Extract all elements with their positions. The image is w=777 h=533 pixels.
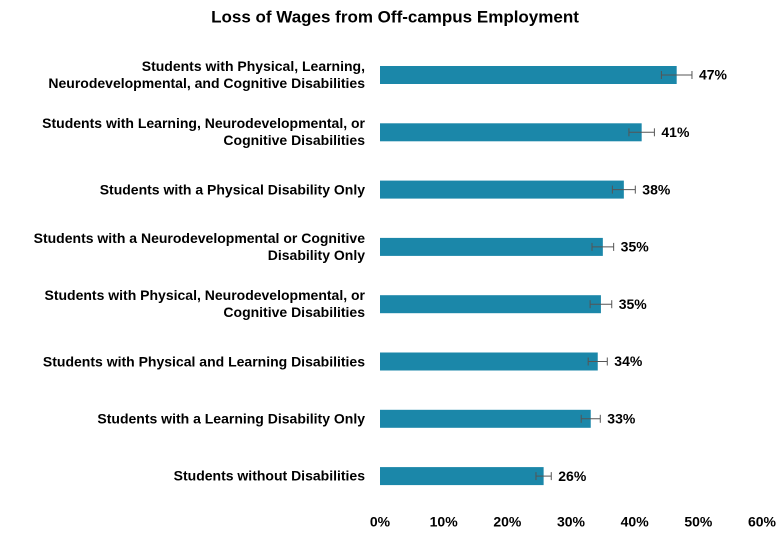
y-tick-label: Students without Disabilities	[173, 467, 365, 484]
data-label: 47%	[699, 67, 728, 83]
data-label: 35%	[619, 296, 648, 312]
x-tick-label: 50%	[684, 514, 713, 530]
bar	[380, 180, 624, 199]
data-label: 35%	[621, 239, 650, 255]
data-label: 38%	[642, 181, 671, 197]
bar	[380, 66, 677, 84]
y-tick-label: Students with Physical, Neurodevelopment…	[44, 287, 365, 321]
data-label: 34%	[614, 353, 643, 369]
x-tick-label: 20%	[493, 514, 522, 530]
y-tick-label: Students with a Learning Disability Only	[97, 410, 365, 427]
x-tick-label: 40%	[621, 514, 650, 530]
y-tick-label: Students with Learning, Neurodevelopment…	[42, 115, 365, 149]
x-tick-label: 30%	[557, 514, 586, 530]
x-tick-label: 60%	[748, 514, 777, 530]
y-tick-label: Students with Physical, Learning, Neurod…	[48, 58, 365, 91]
x-tick-label: 0%	[370, 514, 391, 530]
data-label: 41%	[661, 124, 690, 140]
y-tick-label: Students with a Physical Disability Only	[99, 181, 365, 198]
bar	[380, 123, 642, 142]
bar	[380, 237, 603, 256]
bar	[380, 409, 591, 428]
y-tick-label: Students with Physical and Learning Disa…	[42, 353, 365, 369]
chart-title: Loss of Wages from Off-campus Employment	[211, 7, 579, 26]
bar	[380, 295, 601, 314]
x-tick-label: 10%	[430, 514, 459, 530]
bar	[380, 467, 544, 486]
data-label: 33%	[607, 411, 636, 427]
bar	[380, 352, 598, 371]
y-tick-label: Students with a Neurodevelopmental or Co…	[33, 229, 365, 263]
data-label: 26%	[558, 468, 587, 484]
